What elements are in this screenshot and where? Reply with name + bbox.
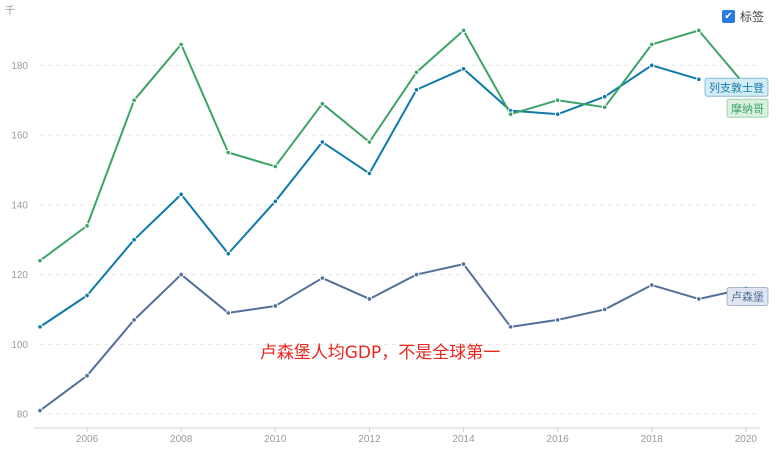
data-point: [366, 139, 373, 145]
data-point: [178, 191, 184, 198]
data-point: [37, 257, 43, 264]
data-point: [460, 261, 467, 267]
data-point: [696, 27, 702, 34]
series-end-tag: [726, 287, 769, 307]
data-point: [84, 222, 90, 229]
data-point: [601, 306, 608, 313]
y-tick-label: 120: [11, 270, 28, 281]
data-point: [178, 271, 184, 278]
x-tick-label: 2008: [170, 434, 193, 445]
series-line-3: [39, 263, 747, 412]
data-point: [225, 250, 232, 257]
data-point: [178, 41, 184, 48]
x-tick-label: 2014: [452, 434, 475, 445]
data-point: [507, 324, 514, 330]
y-tick-label: 180: [11, 61, 28, 72]
data-point: [554, 317, 561, 323]
y-tick-label: 140: [11, 200, 28, 211]
data-point: [413, 86, 420, 93]
data-point: [131, 236, 137, 243]
x-tick-label: 2020: [735, 434, 758, 445]
y-tick-label: 100: [11, 340, 28, 351]
data-point: [319, 100, 326, 107]
data-point: [460, 66, 467, 72]
y-tick-label: 80: [17, 410, 29, 421]
series-points: [37, 27, 749, 414]
x-tick-label: 2016: [547, 434, 570, 445]
chart-annotation: 卢森堡人均GDP，不是全球第一: [260, 343, 501, 363]
data-point: [272, 303, 279, 309]
data-point: [225, 149, 232, 156]
data-point: [84, 292, 90, 299]
data-point: [366, 296, 373, 302]
data-point: [601, 93, 608, 100]
data-point: [696, 76, 702, 83]
data-point: [648, 282, 655, 288]
data-point: [272, 198, 279, 205]
data-point: [319, 139, 326, 145]
data-point: [554, 97, 561, 104]
data-point: [507, 111, 514, 117]
series-line-2: [39, 29, 747, 262]
data-point: [696, 296, 702, 302]
data-point: [131, 97, 137, 104]
data-point: [648, 62, 655, 69]
data-point: [648, 41, 655, 48]
data-point: [131, 317, 137, 323]
series-end-tag-label: 列支敦士登: [709, 80, 764, 94]
x-tick-label: 2006: [76, 434, 99, 445]
data-point: [413, 271, 420, 278]
data-point: [366, 170, 373, 177]
data-point: [601, 104, 608, 110]
y-unit-label: 千: [5, 5, 15, 17]
series-line-1: [39, 64, 700, 328]
data-point: [319, 275, 326, 281]
data-point: [413, 69, 420, 76]
checkbox-icon[interactable]: ✔: [721, 10, 735, 23]
x-tick-label: 2018: [641, 434, 664, 445]
data-point: [272, 163, 279, 170]
series-end-tag-label: 摩纳哥: [731, 101, 764, 115]
data-point: [225, 310, 232, 316]
data-point: [37, 324, 43, 330]
data-point: [554, 111, 561, 117]
data-point: [84, 372, 90, 379]
x-tick-label: 2012: [358, 434, 381, 445]
legend-label: 标签: [739, 10, 764, 24]
series-end-tag: [726, 98, 769, 118]
data-point: [460, 27, 467, 34]
axes: 80 100 120 140 160 180 2006 2008 2010 2012 2014 201…: [11, 61, 760, 445]
series-end-tag: [704, 77, 769, 97]
data-point: [37, 407, 43, 414]
x-tick-label: 2010: [264, 434, 287, 445]
legend-toggle[interactable]: ✔ 标签: [721, 8, 764, 25]
y-tick-label: 160: [11, 131, 28, 142]
series-end-tag-label: 卢森堡: [731, 290, 764, 304]
grid-lines: [40, 64, 760, 415]
